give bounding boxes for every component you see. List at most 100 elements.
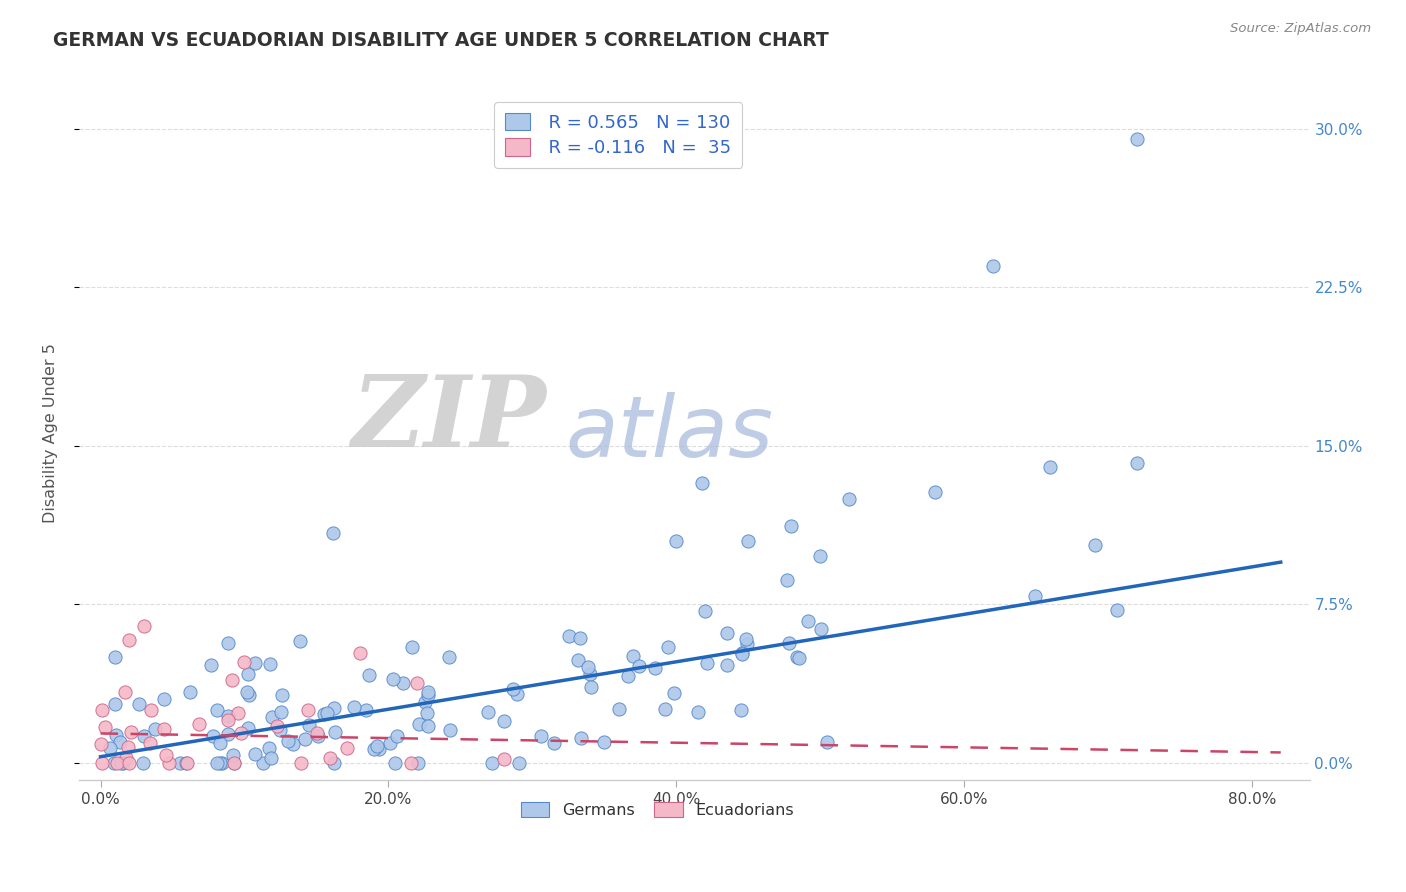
Point bbox=[153, 722, 176, 736]
Point bbox=[1084, 538, 1107, 552]
Point bbox=[508, 756, 530, 770]
Point bbox=[260, 750, 283, 764]
Point bbox=[202, 729, 225, 743]
Point bbox=[737, 637, 759, 651]
Point bbox=[323, 724, 346, 739]
Point bbox=[323, 700, 346, 714]
Point bbox=[238, 689, 260, 703]
Point bbox=[1126, 132, 1149, 146]
Point bbox=[481, 756, 503, 770]
Point bbox=[128, 698, 150, 712]
Point bbox=[103, 756, 125, 770]
Point bbox=[90, 737, 112, 751]
Point bbox=[810, 622, 832, 636]
Point bbox=[690, 476, 713, 491]
Point bbox=[775, 573, 797, 587]
Point bbox=[312, 706, 335, 721]
Point bbox=[118, 756, 141, 770]
Point bbox=[406, 675, 429, 690]
Point bbox=[114, 684, 136, 698]
Point bbox=[657, 640, 679, 655]
Point bbox=[90, 703, 112, 717]
Point bbox=[385, 729, 408, 743]
Point bbox=[1039, 460, 1062, 475]
Point bbox=[139, 703, 162, 717]
Point bbox=[277, 733, 299, 747]
Point bbox=[366, 739, 388, 753]
Point bbox=[307, 729, 329, 743]
Point bbox=[558, 630, 581, 644]
Point bbox=[222, 756, 245, 770]
Point bbox=[578, 660, 600, 674]
Point bbox=[662, 686, 685, 700]
Point bbox=[131, 756, 153, 770]
Point bbox=[104, 650, 127, 665]
Point bbox=[153, 692, 176, 706]
Point bbox=[416, 706, 439, 720]
Point bbox=[981, 259, 1004, 273]
Point bbox=[298, 717, 321, 731]
Point bbox=[665, 534, 688, 549]
Point bbox=[233, 655, 256, 669]
Point bbox=[786, 650, 808, 665]
Point bbox=[418, 685, 440, 699]
Point bbox=[730, 647, 752, 661]
Point bbox=[176, 756, 198, 770]
Point bbox=[924, 485, 946, 500]
Point bbox=[408, 717, 430, 731]
Point bbox=[593, 735, 616, 749]
Point bbox=[217, 708, 239, 723]
Point bbox=[569, 631, 592, 645]
Point bbox=[492, 752, 515, 766]
Point bbox=[1105, 603, 1128, 617]
Point bbox=[505, 687, 527, 701]
Point bbox=[686, 705, 709, 719]
Point bbox=[283, 737, 305, 751]
Point bbox=[179, 684, 201, 698]
Point bbox=[269, 723, 291, 737]
Point bbox=[207, 756, 229, 770]
Point bbox=[343, 700, 366, 714]
Point bbox=[730, 703, 752, 717]
Point bbox=[367, 742, 389, 756]
Point bbox=[797, 614, 820, 628]
Point bbox=[110, 756, 132, 770]
Point bbox=[290, 756, 312, 770]
Point bbox=[609, 702, 631, 716]
Point bbox=[236, 667, 259, 681]
Point bbox=[245, 747, 267, 761]
Point bbox=[384, 756, 406, 770]
Point bbox=[257, 740, 280, 755]
Point bbox=[363, 742, 385, 756]
Point bbox=[217, 636, 239, 650]
Point bbox=[307, 726, 329, 740]
Point bbox=[502, 681, 524, 696]
Point bbox=[617, 668, 640, 682]
Point bbox=[103, 697, 125, 711]
Legend: Germans, Ecuadorians: Germans, Ecuadorians bbox=[515, 795, 800, 824]
Point bbox=[356, 703, 378, 717]
Point bbox=[118, 633, 141, 648]
Point bbox=[530, 730, 553, 744]
Point bbox=[838, 491, 860, 506]
Point bbox=[477, 705, 499, 719]
Point bbox=[579, 680, 602, 694]
Point bbox=[222, 748, 245, 763]
Point bbox=[319, 751, 342, 765]
Text: atlas: atlas bbox=[565, 392, 773, 475]
Point bbox=[628, 658, 651, 673]
Point bbox=[406, 756, 429, 770]
Point bbox=[492, 714, 515, 728]
Point bbox=[336, 741, 359, 756]
Point bbox=[808, 549, 831, 563]
Point bbox=[208, 736, 231, 750]
Point bbox=[567, 653, 589, 667]
Point bbox=[187, 717, 209, 731]
Point bbox=[208, 756, 231, 770]
Point bbox=[211, 756, 233, 770]
Point bbox=[382, 672, 405, 686]
Point bbox=[98, 741, 121, 756]
Text: GERMAN VS ECUADORIAN DISABILITY AGE UNDER 5 CORRELATION CHART: GERMAN VS ECUADORIAN DISABILITY AGE UNDE… bbox=[53, 31, 830, 50]
Point bbox=[621, 649, 644, 664]
Point bbox=[288, 634, 311, 648]
